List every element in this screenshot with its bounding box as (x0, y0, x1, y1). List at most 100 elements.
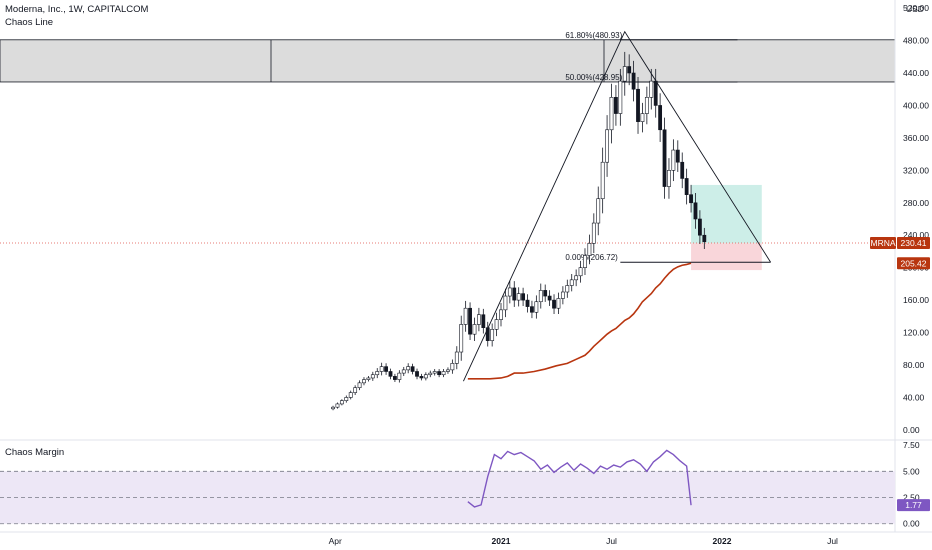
candle (503, 295, 508, 311)
price-tick-label: 160.00 (903, 295, 929, 305)
candle (556, 298, 561, 309)
candle (499, 309, 503, 320)
chaos-line-badge-bg (897, 257, 930, 270)
chart-title: Moderna, Inc., 1W, CAPITALCOM (5, 4, 149, 15)
candle (463, 307, 468, 325)
candle (384, 366, 388, 372)
candle (441, 371, 446, 376)
margin-value-badge-bg (897, 499, 930, 512)
candle (680, 161, 685, 179)
chaos-line-badge: 205.42 (901, 258, 927, 268)
price-tick-label: 360.00 (903, 133, 929, 143)
candle (366, 377, 371, 380)
candle (423, 374, 428, 379)
candle (591, 222, 596, 244)
candle (370, 374, 375, 379)
candle (397, 372, 402, 380)
candle (605, 129, 609, 163)
candle (600, 161, 605, 200)
candle (339, 400, 344, 405)
candle (507, 287, 512, 297)
time-axis[interactable]: Apr2021Jul2022Jul2023Jul2024Jul2025Jul (329, 536, 932, 546)
candle (644, 97, 649, 114)
candle (468, 307, 472, 335)
candle (393, 376, 397, 380)
candle (432, 371, 437, 374)
candle (552, 299, 556, 309)
price-tick-label: 400.00 (903, 100, 929, 110)
candle (667, 170, 671, 187)
candle (636, 88, 640, 122)
candle (476, 314, 481, 325)
candle (649, 80, 654, 98)
last-price-badge-bg (897, 237, 930, 250)
chaos-line-series (467, 262, 692, 380)
candle (631, 72, 636, 90)
candle (401, 369, 406, 374)
candle (472, 324, 477, 335)
candle (331, 406, 335, 410)
candle (614, 97, 618, 114)
margin-value-badge: 1.77 (905, 500, 922, 510)
candle (653, 80, 658, 106)
candle (578, 267, 583, 277)
candle (640, 113, 645, 122)
candle (693, 202, 698, 220)
candle (574, 275, 579, 281)
margin-line (467, 449, 692, 508)
fib-level-label: 0.00%(206.72) (565, 253, 618, 262)
candle (344, 397, 349, 401)
candle (583, 255, 587, 268)
candle (618, 80, 623, 114)
price-tick-label: 480.00 (903, 36, 929, 46)
candle (428, 372, 433, 376)
candle (543, 290, 548, 297)
candle (662, 129, 667, 187)
candle (675, 149, 680, 163)
candle (379, 366, 384, 372)
last-price-badge: 230.41 (901, 238, 927, 248)
candle (697, 218, 702, 236)
time-tick-label: 2021 (492, 536, 511, 546)
candle (459, 324, 464, 353)
candle (335, 403, 340, 408)
candle (627, 66, 632, 74)
candle (534, 301, 539, 313)
price-tick-label: 440.00 (903, 68, 929, 78)
candle (406, 366, 411, 371)
candle (684, 178, 689, 195)
candle (481, 314, 486, 328)
symbol-badge-bg (870, 237, 896, 250)
candle (565, 285, 570, 293)
fib-level-label: 50.00%(428.95) (565, 73, 622, 82)
candle (530, 306, 534, 313)
chaos-line (467, 262, 692, 380)
candle (702, 234, 707, 243)
candle (609, 97, 614, 131)
margin-tick-label: 7.50 (903, 440, 920, 450)
margin-pane (0, 449, 895, 525)
candle (560, 291, 565, 299)
stop-zone (691, 243, 762, 271)
candle (450, 363, 455, 371)
candle (587, 243, 592, 256)
candle (547, 295, 552, 301)
candle (525, 299, 530, 307)
candle (622, 66, 627, 82)
price-tick-label: 240.00 (903, 230, 929, 240)
candlestick-series (331, 51, 707, 411)
margin-pane-title: Chaos Margin (5, 447, 65, 458)
target-zone (691, 184, 762, 244)
candle (410, 366, 415, 372)
candle (521, 293, 526, 301)
time-tick-label: 2022 (713, 536, 732, 546)
symbol-badge: MRNA (870, 238, 895, 248)
candle (512, 287, 517, 301)
candle (494, 319, 499, 330)
chaos-triangle (463, 30, 772, 382)
candle (419, 376, 424, 379)
currency-label: USD (906, 4, 924, 14)
margin-tick-label: 2.50 (903, 493, 920, 503)
margin-tick-label: 0.00 (903, 519, 920, 529)
